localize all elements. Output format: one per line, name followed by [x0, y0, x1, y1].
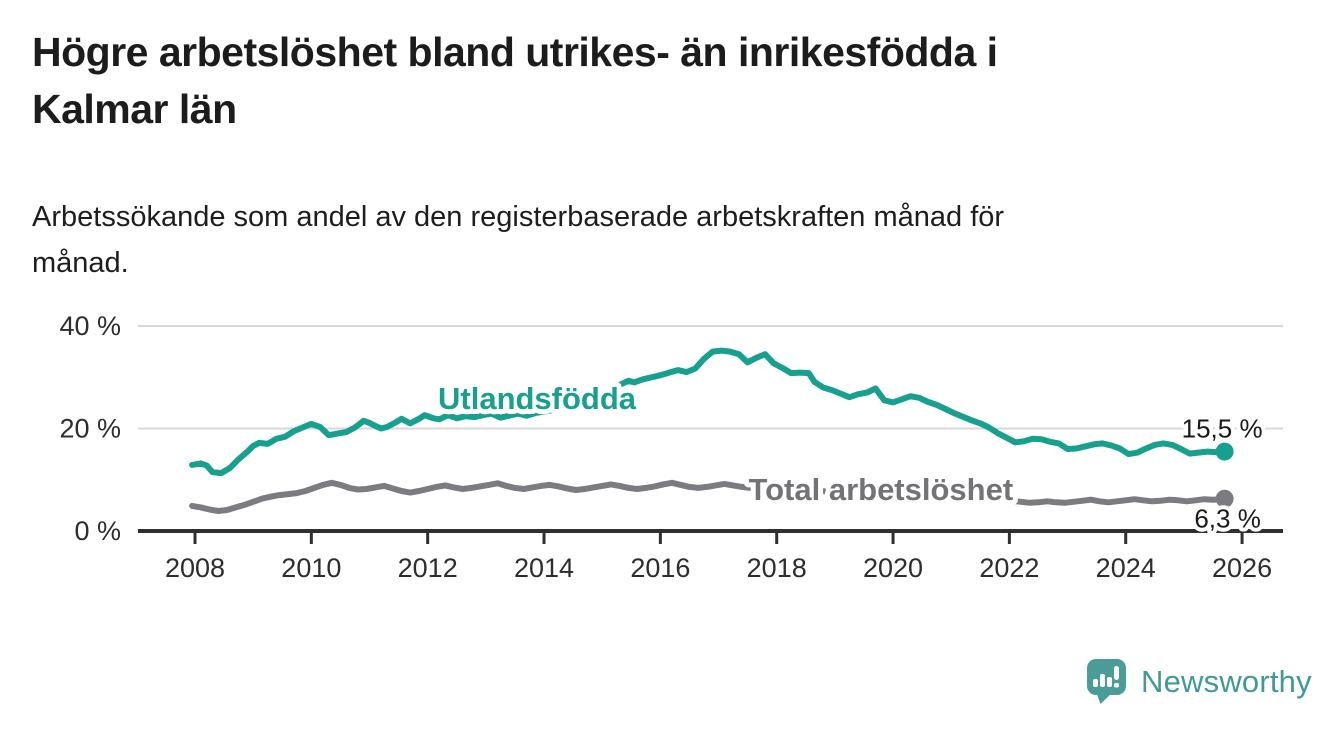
x-tick-label: 2016 [630, 553, 690, 583]
x-tick-label: 2008 [165, 553, 225, 583]
y-tick-label: 0 % [74, 516, 121, 546]
end-value-label: 6,3 % [1194, 504, 1261, 534]
x-tick-label: 2010 [281, 553, 341, 583]
x-tick-label: 2022 [979, 553, 1039, 583]
speech-bubble-tail [1096, 692, 1113, 704]
x-tick-label: 2014 [514, 553, 574, 583]
bar-icon-small [1093, 679, 1098, 687]
newsworthy-logo-text: Newsworthy [1141, 663, 1312, 699]
page-title-line2: Kalmar län [32, 86, 237, 132]
x-tick-label: 2012 [398, 553, 458, 583]
series-line-total [189, 479, 1228, 514]
chart-subtitle-line1: Arbetssökande som andel av den registerb… [32, 201, 1005, 233]
end-dot [1215, 442, 1234, 461]
end-dot [1215, 489, 1234, 508]
page-title: Högre arbetslöshet bland utrikes- än inr… [32, 24, 1252, 138]
series-label: Total arbetslöshet [748, 472, 1013, 507]
exclamation-bar-icon [1114, 666, 1119, 680]
x-tick-label: 2020 [863, 553, 923, 583]
bar-icon-medium [1100, 674, 1105, 687]
x-tick-label: 2026 [1212, 553, 1272, 583]
exclamation-dot-icon [1114, 683, 1119, 688]
page-title-line1: Högre arbetslöshet bland utrikes- än inr… [32, 29, 998, 75]
y-tick-label: 40 % [59, 311, 121, 341]
bar-icon-tall [1107, 677, 1112, 687]
chart-subtitle-line2: månad. [32, 247, 129, 279]
end-value-label: 15,5 % [1182, 414, 1263, 444]
series-label: Utlandsfödda [438, 381, 637, 416]
y-tick-label: 20 % [59, 414, 121, 444]
newsworthy-logo-icon [1087, 659, 1126, 704]
x-tick-label: 2018 [747, 553, 807, 583]
x-tick-label: 2024 [1096, 553, 1156, 583]
chart-subtitle: Arbetssökande som andel av den registerb… [32, 194, 1252, 286]
newsworthy-logo: Newsworthy [1086, 658, 1312, 705]
series-line-utlandsfodda [189, 347, 1228, 477]
